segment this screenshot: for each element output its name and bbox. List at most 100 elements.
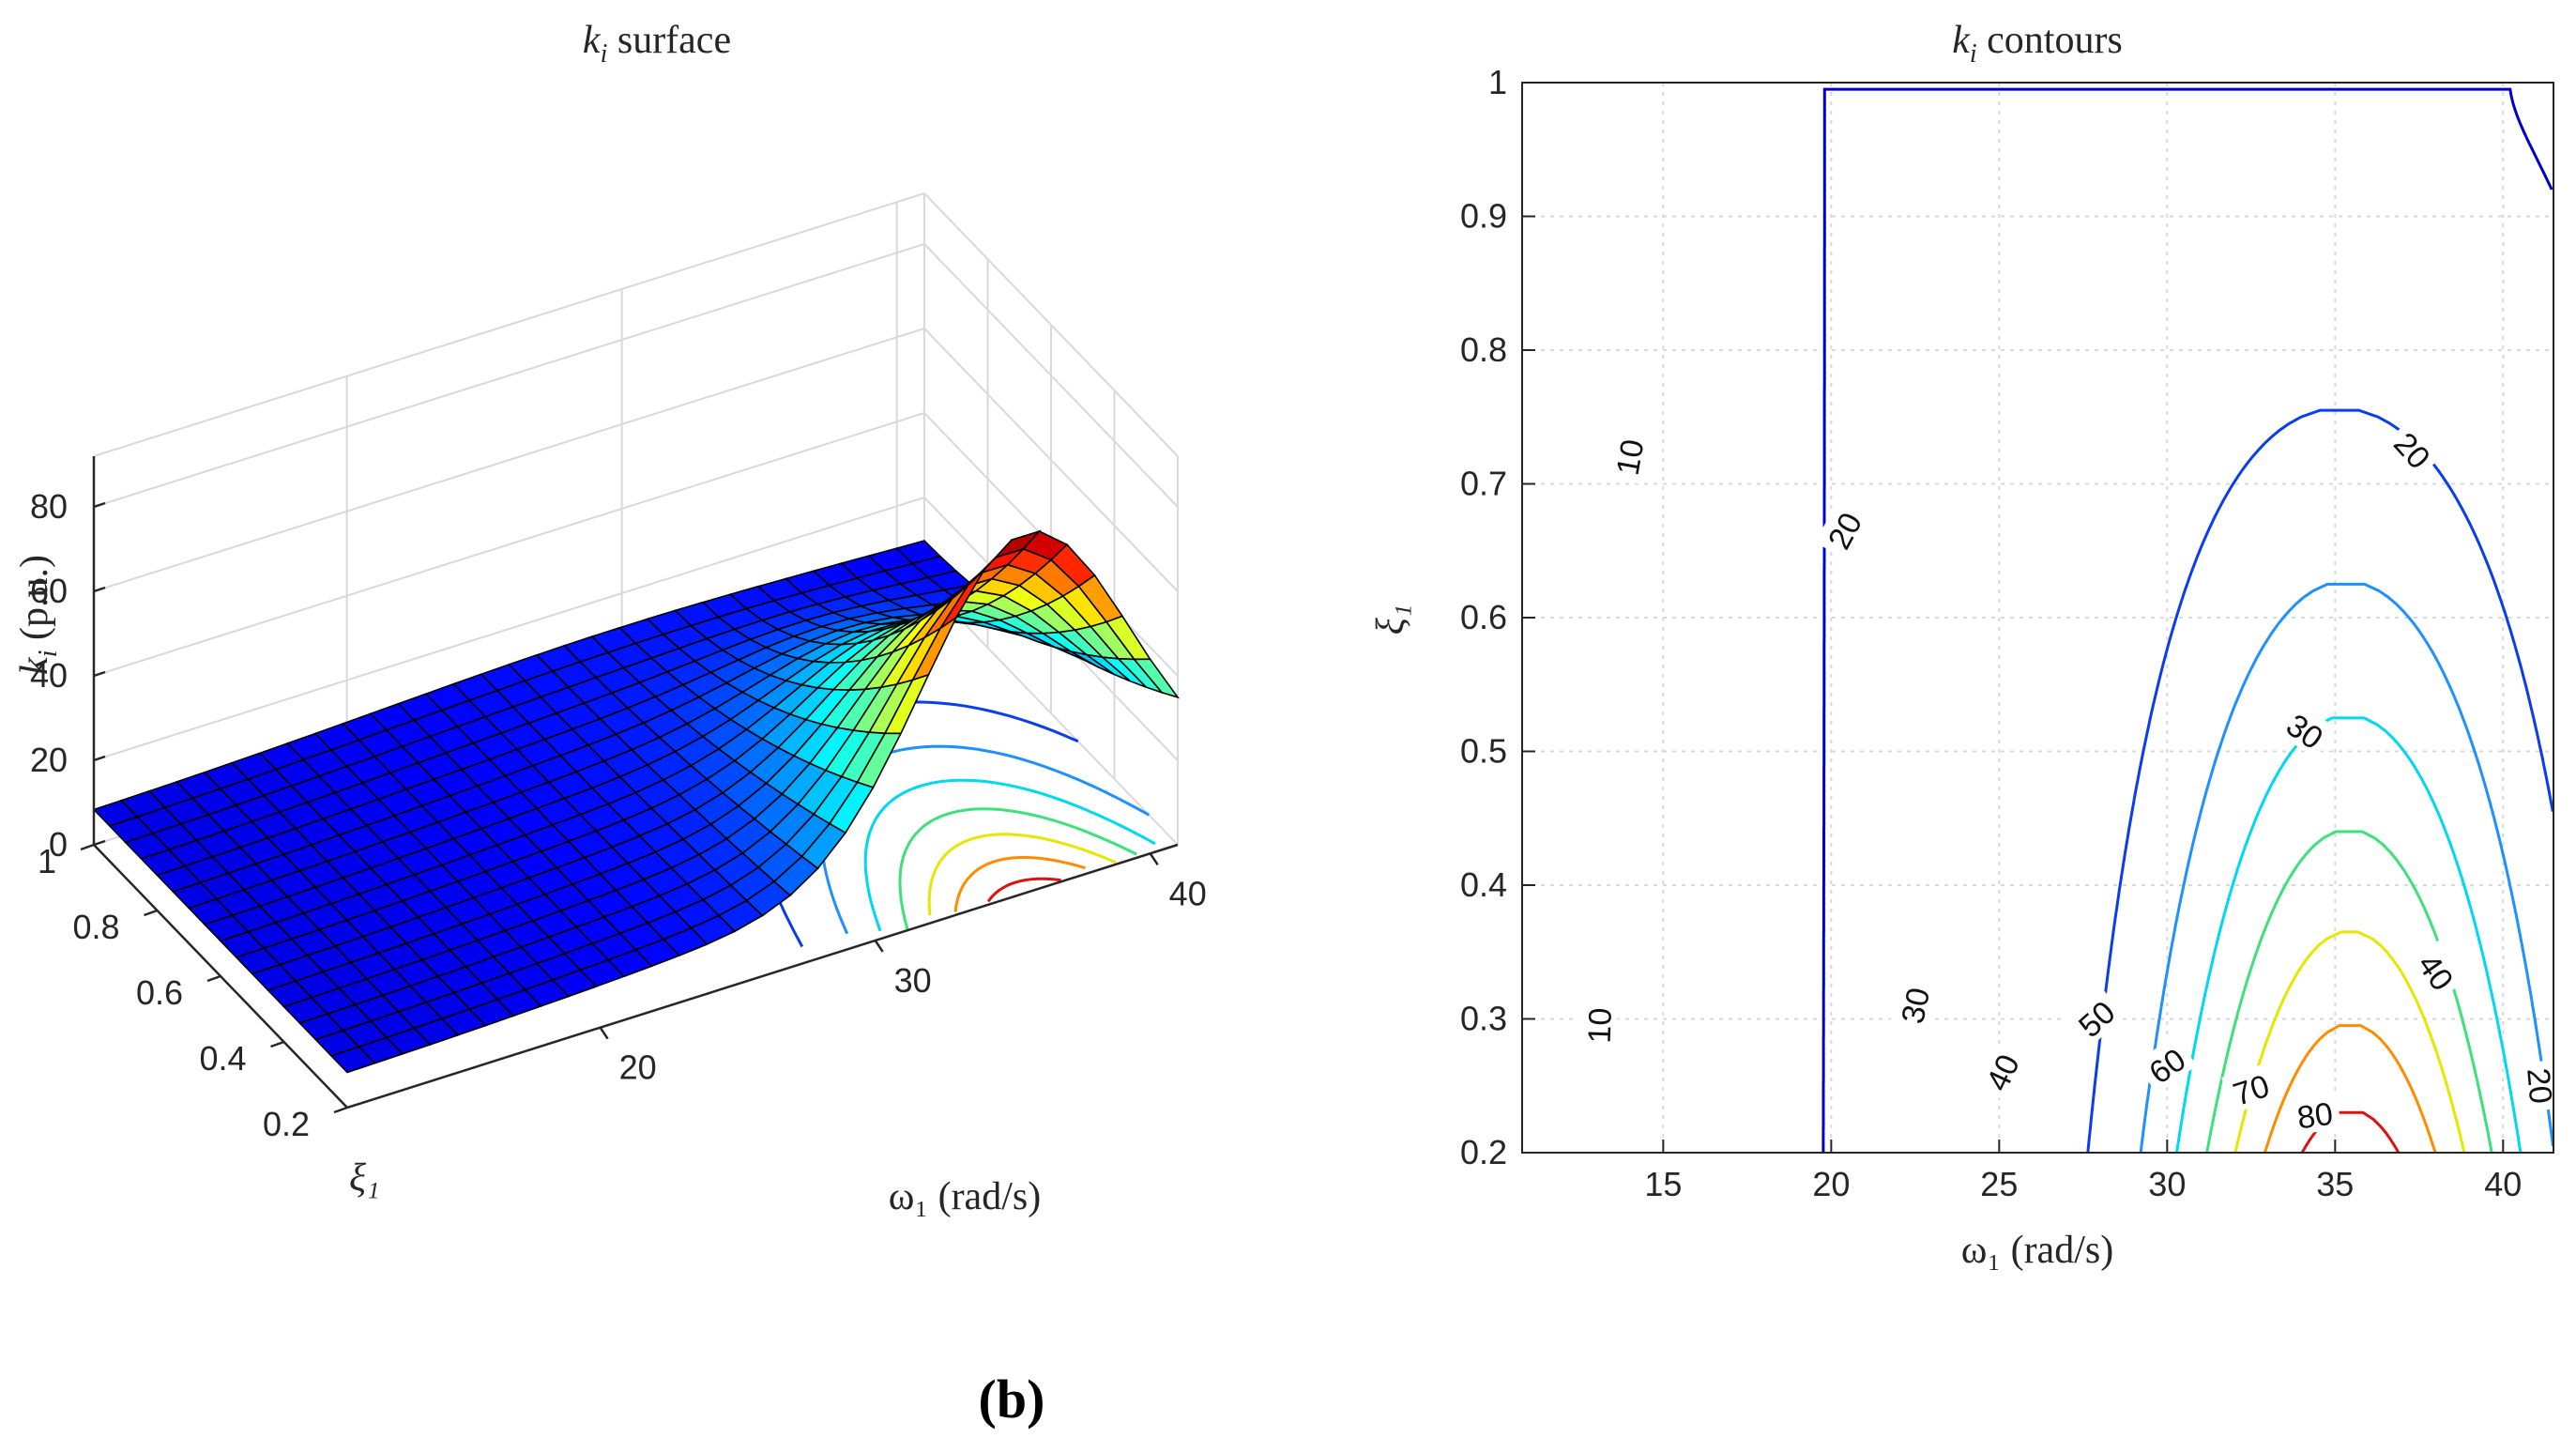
z-tick-label: 80 [30,487,68,526]
omega-tick-mark [1149,852,1159,865]
y-tick-label: 1 [1488,63,1507,101]
contour-label: 10 [1605,429,1652,484]
z-tick-label: 0 [49,825,68,864]
figure-caption: (b) [979,1369,1045,1430]
contour-label-text: 10 [1610,436,1652,478]
y-tick-label: 0.3 [1460,1000,1507,1038]
surface-title: ki surface [583,19,731,69]
contour-label-background [1578,1000,1618,1051]
contour-line [2086,408,2554,1154]
projected-contour-line [863,778,1156,932]
contour-label-text: 20 [2520,1066,2558,1105]
z-tick-label: 60 [30,572,68,610]
z-tick-mark [93,755,106,762]
x-tick-label: 30 [2148,1165,2186,1203]
x-tick-label: 35 [2316,1165,2354,1203]
back-wall-gridline [93,412,925,677]
side-wall-gridline [923,243,1179,508]
xi-tick-label: 0.4 [199,1039,246,1078]
xi-tick-label: 1 [38,842,56,880]
projected-contour-line [986,877,1061,903]
y-tick-label: 0.2 [1460,1133,1507,1171]
xi-tick-label: 0.8 [72,908,119,946]
xi-tick-label: 0.2 [263,1105,310,1143]
omega-axis-line [346,843,1179,1109]
contour-ylabel: ξ₁ [1369,604,1412,635]
contour-label-background [2135,1034,2197,1094]
xi-tick-mark [144,909,158,917]
contour-label-background [2275,700,2338,759]
x-tick-label: 25 [1980,1165,2018,1203]
y-tick-label: 0.4 [1460,865,1507,904]
surface-xlabel: ω₁ (rad/s) [889,1175,1041,1218]
contour-xlabel: ω₁ (rad/s) [1961,1229,2113,1272]
z-tick-mark [93,670,106,678]
x-tick-label: 20 [1812,1165,1850,1203]
contour-title: ki contours [1952,19,2123,69]
omega-tick-label: 20 [619,1048,657,1087]
omega-tick-mark [599,1027,609,1040]
contour-label-background [1605,429,1651,484]
contour-label-background [2065,987,2126,1048]
contour-plot-area [1522,83,2553,1153]
contour-label-background [1815,499,1871,560]
contour-label: 60 [2135,1034,2197,1094]
contour-label: 80 [2287,1091,2342,1137]
omega-tick-mark [874,940,884,953]
side-wall-gridline [923,581,1179,846]
surface-mesh [92,529,1181,1074]
back-wall-gridline [93,192,925,457]
z-tick-mark [93,501,106,509]
y-tick-label: 0.5 [1460,732,1507,771]
z-tick-label: 40 [30,656,68,695]
contour-line [1821,87,2553,1153]
y-tick-label: 0.9 [1460,197,1507,236]
contour-label-background [2383,418,2445,481]
contour-line [2300,1110,2401,1154]
omega-tick-label: 30 [894,961,932,1000]
y-tick-label: 0.6 [1460,598,1507,636]
contour-label-background [2221,1063,2280,1114]
back-wall-gridline [93,243,925,508]
contour-label-background [2521,1059,2563,1112]
x-tick-label: 40 [2484,1165,2522,1203]
projected-contour-line [927,833,1117,916]
back-wall-gridline [93,497,925,761]
contour-label-background [2287,1091,2342,1136]
projected-contour-line [953,855,1086,912]
omega-tick-label: 40 [1169,874,1207,912]
surface-ylabel: ξ₁ [349,1156,380,1200]
back-wall-gridline [93,328,925,592]
contour-label: 20 [2520,1059,2563,1112]
contour-ticks: 15 20 25 30 35 40 0.2 0.3 0.4 0.5 0.6 0.7 0.8 0.9 1 [1460,63,2522,1203]
contour-line [2205,830,2493,1154]
contour-label-background [1889,977,1937,1033]
xi-tick-mark [270,1040,284,1048]
contour-line [2175,716,2523,1154]
contour-label-text: 80 [2295,1096,2336,1137]
z-tick-mark [93,586,106,593]
surface-zlabel: ki (p.u.) [13,555,63,675]
y-tick-label: 0.7 [1460,465,1507,503]
contour-line [2139,582,2554,1154]
contour-label-text: 10 [1582,1007,1619,1044]
xi-tick-mark [80,843,95,851]
contour-line [2263,1024,2437,1154]
side-wall-gridline [923,328,1179,592]
xi-tick-mark [333,1106,348,1114]
z-tick-mark [93,839,106,847]
contour-lines [1821,87,2554,1154]
xi-tick-mark [206,974,221,983]
contour-label-background [2408,940,2467,1002]
contour-label: 40 [1973,1041,2029,1102]
surface-patch [1132,658,1181,699]
side-wall-gridline [923,192,1179,457]
y-tick-label: 0.8 [1460,330,1507,369]
contour-label-background [1973,1041,2029,1102]
contour-label-text: 30 [1895,985,1937,1027]
x-tick-label: 15 [1644,1165,1682,1203]
surface-axes: 0 20 40 60 80 1 0.8 0.6 0.4 0.2 20 30 40 [30,456,1207,1143]
